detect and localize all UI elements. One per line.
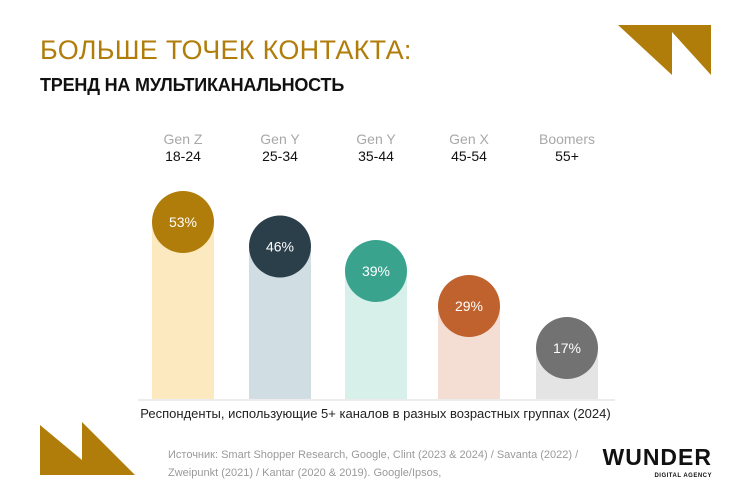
- bar-chart: 53% 46% 39% 29% 17%: [138, 191, 615, 401]
- age-label: 35-44: [358, 148, 394, 164]
- generation-label: Gen Y: [260, 131, 300, 147]
- category-label: Gen Z 18-24: [133, 131, 233, 165]
- wunder-logo: WUNDER DIGITAL AGENCY: [600, 444, 712, 481]
- page-subtitle: ТРЕНД НА МУЛЬТИКАНАЛЬНОСТЬ: [40, 75, 345, 95]
- chart-caption: Респонденты, использующие 5+ каналов в р…: [140, 406, 611, 421]
- value-circle: [438, 275, 500, 337]
- page-title: БОЛЬШЕ ТОЧЕК КОНТАКТА:: [40, 35, 412, 65]
- generation-label: Boomers: [538, 131, 596, 147]
- value-circle: [152, 191, 214, 253]
- bottom-left-chevron-shape: [40, 422, 135, 475]
- value-circle: [536, 317, 598, 379]
- generation-label: Gen Z: [163, 131, 203, 147]
- category-label: Gen Y 35-44: [326, 131, 426, 165]
- value-circle: [249, 215, 311, 278]
- value-circle: [345, 240, 407, 302]
- age-label: 25-34: [262, 148, 298, 164]
- data-label: 17%: [553, 340, 581, 356]
- data-label: 53%: [169, 214, 197, 230]
- data-label: 29%: [455, 298, 483, 314]
- age-label: 18-24: [165, 148, 201, 164]
- category-label: Gen Y 25-34: [230, 131, 330, 165]
- generation-label: Gen X: [449, 131, 489, 147]
- age-label: 45-54: [451, 148, 487, 164]
- top-right-chevron-shape: [618, 25, 711, 75]
- logo-sub: DIGITAL AGENCY: [654, 473, 712, 479]
- category-label: Gen X 45-54: [419, 131, 519, 165]
- data-label: 39%: [362, 263, 390, 279]
- generation-label: Gen Y: [356, 131, 396, 147]
- category-label: Boomers 55+: [517, 131, 617, 165]
- data-label: 46%: [266, 239, 294, 255]
- source-note: Источник: Smart Shopper Research, Google…: [168, 449, 579, 479]
- logo-main: WUNDER: [602, 444, 712, 470]
- age-label: 55+: [555, 148, 579, 164]
